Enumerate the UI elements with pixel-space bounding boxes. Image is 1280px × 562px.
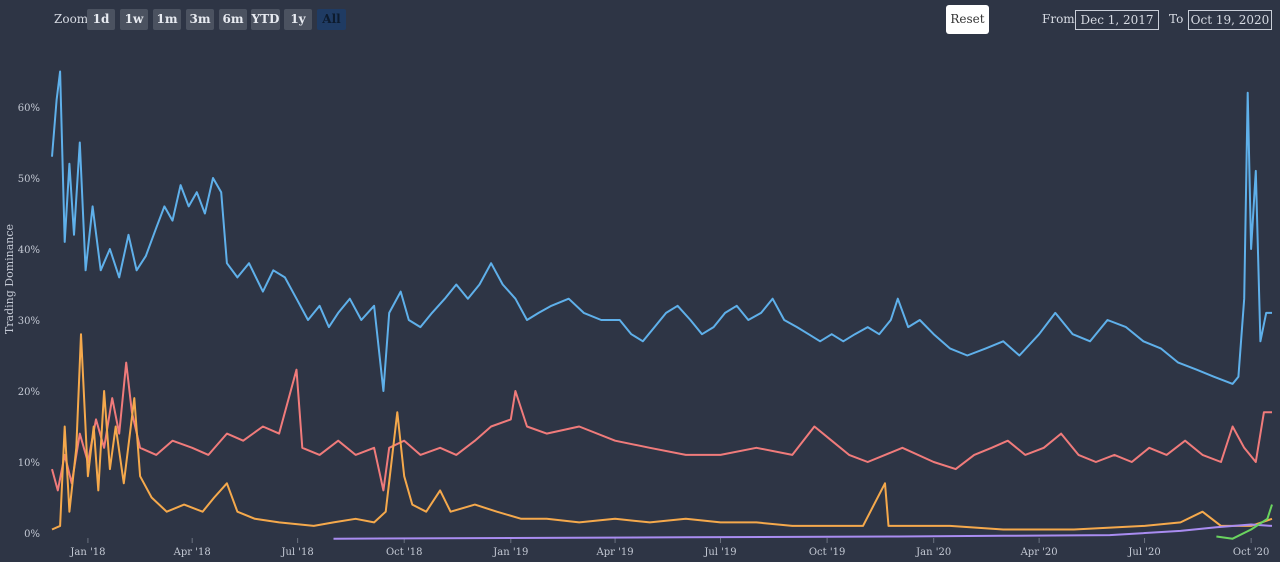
zoom-button-1w[interactable]: 1w bbox=[120, 9, 148, 30]
to-label: To bbox=[1169, 12, 1184, 26]
x-tick-label: Jul '20 bbox=[1127, 547, 1160, 558]
y-tick-label: 0% bbox=[24, 529, 40, 540]
zoom-button-6m[interactable]: 6m bbox=[219, 9, 247, 30]
y-tick-label: 30% bbox=[18, 316, 40, 327]
series-line-5 bbox=[1216, 504, 1273, 540]
zoom-button-1d[interactable]: 1d bbox=[87, 9, 115, 30]
zoom-button-1m[interactable]: 1m bbox=[153, 9, 181, 30]
zoom-button-ytd[interactable]: YTD bbox=[251, 9, 280, 30]
y-axis-title: Trading Dominance bbox=[3, 224, 16, 334]
zoom-label: Zoom bbox=[54, 12, 89, 26]
x-tick-label: Jan '19 bbox=[492, 547, 528, 558]
series-line-1 bbox=[51, 70, 1272, 392]
series-line-2 bbox=[51, 361, 1272, 492]
x-tick-label: Apr '18 bbox=[173, 547, 211, 558]
x-tick-label: Oct '18 bbox=[386, 547, 422, 558]
x-tick-label: Apr '19 bbox=[596, 547, 634, 558]
y-tick-label: 50% bbox=[18, 174, 40, 185]
x-tick-label: Jan '18 bbox=[69, 547, 105, 558]
x-tick-label: Jan '20 bbox=[915, 547, 951, 558]
zoom-button-all[interactable]: All bbox=[317, 9, 346, 30]
reset-button[interactable]: Reset bbox=[946, 5, 989, 34]
zoom-button-1y[interactable]: 1y bbox=[284, 9, 312, 30]
x-tick-label: Oct '19 bbox=[809, 547, 845, 558]
from-label: From bbox=[1042, 12, 1075, 26]
y-tick-label: 60% bbox=[18, 103, 40, 114]
series-line-4 bbox=[333, 523, 1273, 540]
from-date-input[interactable]: Dec 1, 2017 bbox=[1075, 10, 1159, 30]
y-tick-label: 40% bbox=[18, 245, 40, 256]
y-tick-label: 20% bbox=[18, 387, 40, 398]
x-tick-label: Jul '18 bbox=[280, 547, 313, 558]
to-date-input[interactable]: Oct 19, 2020 bbox=[1188, 10, 1272, 30]
x-tick-label: Jul '19 bbox=[703, 547, 736, 558]
zoom-button-3m[interactable]: 3m bbox=[186, 9, 214, 30]
x-tick-label: Apr '20 bbox=[1020, 547, 1058, 558]
x-tick-label: Oct '20 bbox=[1233, 547, 1269, 558]
series-line-3 bbox=[51, 333, 1273, 531]
y-tick-label: 10% bbox=[18, 458, 40, 469]
